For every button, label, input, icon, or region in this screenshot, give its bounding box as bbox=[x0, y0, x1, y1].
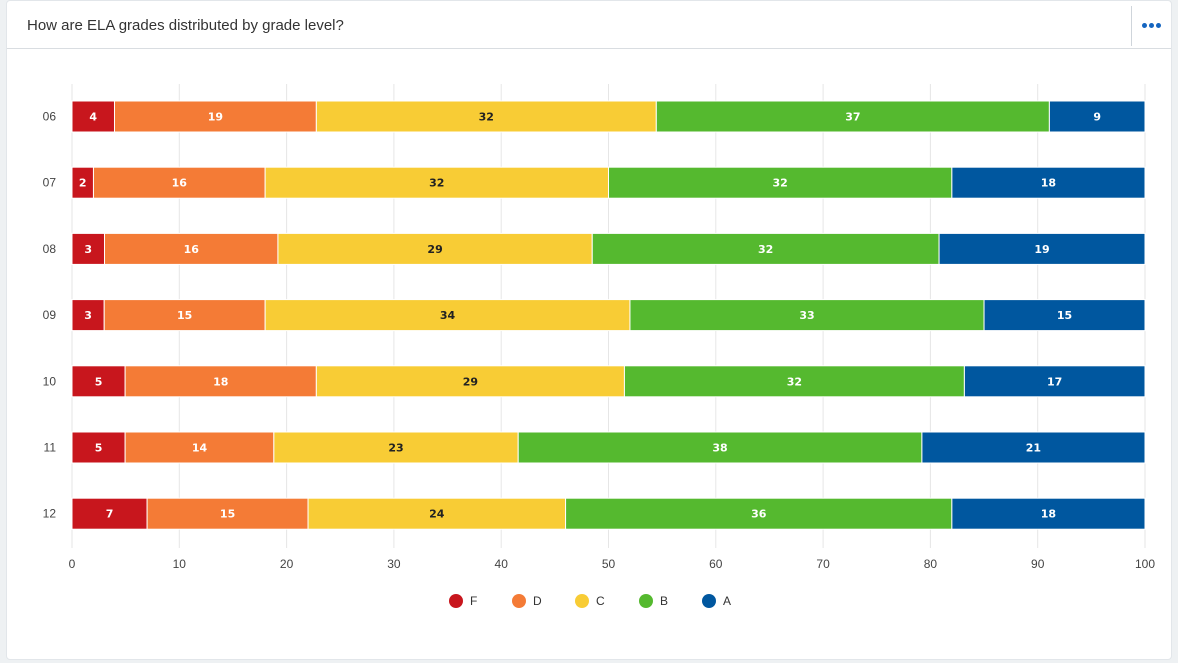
x-tick-label: 40 bbox=[495, 557, 509, 571]
x-tick-label: 100 bbox=[1135, 557, 1155, 571]
bar-segment bbox=[921, 431, 1146, 464]
y-category-label: 07 bbox=[43, 176, 57, 190]
x-tick-label: 30 bbox=[387, 557, 401, 571]
menu-dot bbox=[1142, 23, 1147, 28]
data-label: 38 bbox=[712, 442, 727, 455]
legend-marker bbox=[639, 594, 653, 608]
bar-segment bbox=[104, 232, 279, 265]
y-category-label: 09 bbox=[43, 308, 57, 322]
x-tick-label: 50 bbox=[602, 557, 616, 571]
bar-segment bbox=[315, 365, 625, 398]
legend-marker bbox=[449, 594, 463, 608]
menu-dot bbox=[1149, 23, 1154, 28]
data-label: 5 bbox=[95, 375, 103, 388]
bar-segment bbox=[71, 497, 148, 530]
data-label: 32 bbox=[787, 375, 802, 388]
data-label: 5 bbox=[95, 442, 103, 455]
more-options-icon[interactable] bbox=[1138, 13, 1166, 37]
data-label: 3 bbox=[84, 309, 92, 322]
bar-segment bbox=[629, 299, 985, 332]
y-category-label: 10 bbox=[43, 374, 57, 388]
data-label: 2 bbox=[79, 177, 87, 190]
bar-segment bbox=[277, 232, 593, 265]
x-tick-label: 70 bbox=[816, 557, 830, 571]
bar-segment bbox=[124, 431, 275, 464]
data-label: 17 bbox=[1047, 375, 1062, 388]
legend-marker bbox=[575, 594, 589, 608]
x-tick-label: 20 bbox=[280, 557, 294, 571]
data-label: 16 bbox=[172, 177, 188, 190]
data-label: 19 bbox=[1034, 243, 1049, 256]
legend-label: F bbox=[470, 594, 477, 608]
data-label: 15 bbox=[177, 309, 192, 322]
data-label: 23 bbox=[388, 442, 403, 455]
legend-label: B bbox=[660, 594, 668, 608]
data-label: 29 bbox=[427, 243, 442, 256]
x-tick-label: 60 bbox=[709, 557, 723, 571]
y-category-label: 06 bbox=[43, 110, 57, 124]
bar-segment bbox=[71, 100, 115, 133]
data-label: 29 bbox=[463, 375, 478, 388]
data-label: 18 bbox=[213, 375, 228, 388]
data-label: 37 bbox=[845, 111, 860, 124]
bar-segment bbox=[591, 232, 940, 265]
data-label: 3 bbox=[84, 243, 92, 256]
bar-segment bbox=[1048, 100, 1146, 133]
data-label: 34 bbox=[440, 309, 456, 322]
bar-segment bbox=[71, 365, 126, 398]
data-label: 4 bbox=[89, 111, 97, 124]
bar-segment bbox=[146, 497, 309, 530]
bar-segment bbox=[103, 299, 266, 332]
bar-segment bbox=[71, 299, 105, 332]
data-label: 32 bbox=[758, 243, 773, 256]
data-label: 14 bbox=[192, 442, 208, 455]
data-label: 9 bbox=[1093, 111, 1101, 124]
data-label: 7 bbox=[106, 508, 114, 521]
card-header: How are ELA grades distributed by grade … bbox=[7, 1, 1171, 49]
data-label: 21 bbox=[1026, 442, 1041, 455]
y-category-label: 12 bbox=[43, 507, 57, 521]
chart-title: How are ELA grades distributed by grade … bbox=[27, 17, 344, 34]
data-label: 15 bbox=[1057, 309, 1072, 322]
legend-marker bbox=[702, 594, 716, 608]
bar-segment bbox=[565, 497, 953, 530]
bar-segment bbox=[951, 497, 1146, 530]
legend-label: C bbox=[596, 594, 605, 608]
y-category-label: 08 bbox=[43, 242, 57, 256]
x-tick-label: 10 bbox=[173, 557, 187, 571]
x-tick-label: 80 bbox=[924, 557, 938, 571]
bar-segment bbox=[655, 100, 1050, 133]
data-label: 32 bbox=[479, 111, 494, 124]
x-tick-label: 90 bbox=[1031, 557, 1045, 571]
x-tick-label: 0 bbox=[69, 557, 76, 571]
bar-segment bbox=[113, 100, 317, 133]
bar-segment bbox=[608, 166, 953, 199]
bar-segment bbox=[315, 100, 657, 133]
data-label: 18 bbox=[1041, 508, 1056, 521]
bar-segment bbox=[264, 299, 631, 332]
data-label: 19 bbox=[208, 111, 223, 124]
y-category-label: 11 bbox=[44, 441, 57, 455]
data-label: 32 bbox=[773, 177, 788, 190]
data-label: 18 bbox=[1041, 177, 1056, 190]
legend-label: D bbox=[533, 594, 542, 608]
legend-label: A bbox=[723, 594, 731, 608]
bar-segment bbox=[938, 232, 1146, 265]
legend-marker bbox=[512, 594, 526, 608]
data-label: 16 bbox=[184, 243, 200, 256]
menu-dot bbox=[1156, 23, 1161, 28]
bar-segment bbox=[264, 166, 609, 199]
data-label: 32 bbox=[429, 177, 444, 190]
data-label: 24 bbox=[429, 508, 445, 521]
bar-segment bbox=[623, 365, 965, 398]
bar-segment bbox=[951, 166, 1146, 199]
data-label: 36 bbox=[751, 508, 767, 521]
data-label: 15 bbox=[220, 508, 235, 521]
header-divider bbox=[1131, 6, 1132, 46]
bar-segment bbox=[963, 365, 1146, 398]
data-label: 33 bbox=[799, 309, 814, 322]
bar-segment bbox=[983, 299, 1146, 332]
bar-segment bbox=[307, 497, 567, 530]
